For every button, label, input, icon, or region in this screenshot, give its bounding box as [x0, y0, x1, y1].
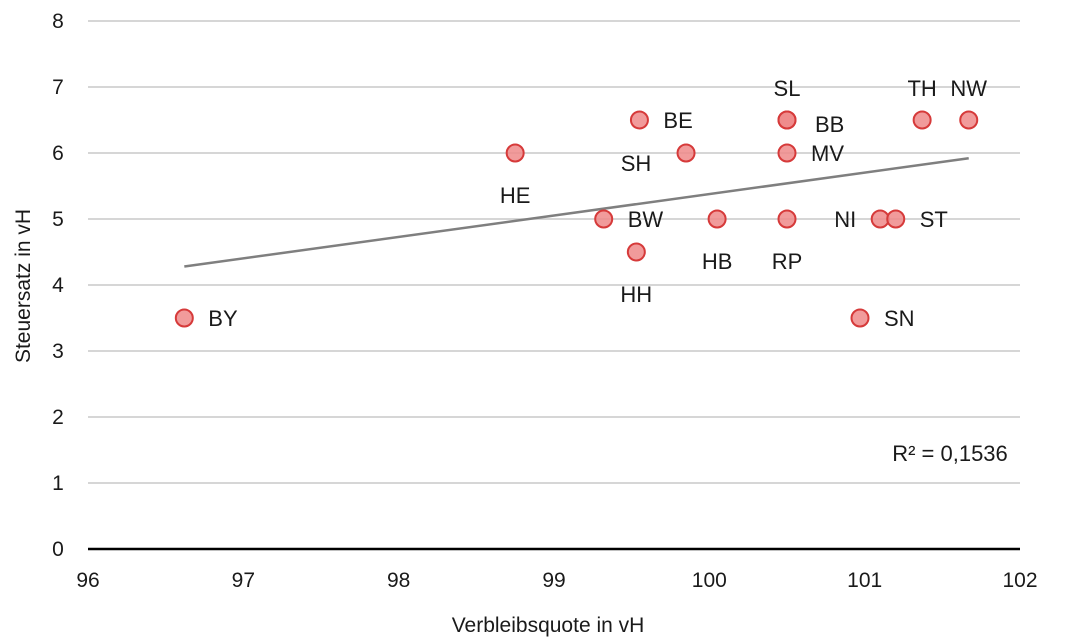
- y-tick-label: 2: [52, 406, 64, 429]
- point-label-mv: MV: [811, 141, 844, 166]
- y-tick-label: 1: [52, 472, 64, 495]
- data-point-mv: [777, 143, 797, 163]
- data-point-hh: [626, 242, 646, 262]
- point-label-by: BY: [208, 306, 238, 331]
- point-label-rp: RP: [772, 249, 803, 274]
- data-points: [174, 110, 979, 328]
- y-tick-label: 0: [52, 538, 64, 561]
- x-tick-label: 99: [542, 569, 565, 592]
- trendline: [184, 157, 969, 268]
- point-label-th: TH: [907, 76, 936, 101]
- x-tick-label: 102: [1002, 569, 1037, 592]
- point-label-hb: HB: [702, 249, 733, 274]
- point-label-sn: SN: [884, 306, 915, 331]
- point-label-sh: SH: [621, 151, 652, 176]
- x-tick-label: 98: [387, 569, 410, 592]
- y-axis-title: Steuersatz in vH: [12, 209, 35, 363]
- data-point-sh: [676, 143, 696, 163]
- data-point-bb: [777, 110, 797, 130]
- x-axis-title: Verbleibsquote in vH: [452, 614, 645, 637]
- r-squared-annotation: R² = 0,1536: [892, 441, 1008, 466]
- data-point-he: [505, 143, 525, 163]
- point-label-he: HE: [500, 183, 531, 208]
- data-point-ni: [870, 209, 890, 229]
- point-label-nw: NW: [950, 76, 987, 101]
- y-tick-labels: 0 1 2 3 4 5 6 7 8: [52, 10, 64, 561]
- y-tick-label: 3: [52, 340, 64, 363]
- point-label-ni: NI: [834, 207, 856, 232]
- point-label-st: ST: [920, 207, 948, 232]
- x-tick-label: 100: [692, 569, 727, 592]
- y-tick-label: 8: [52, 10, 64, 33]
- point-label-hh: HH: [620, 282, 652, 307]
- y-tick-label: 6: [52, 142, 64, 165]
- x-tick-label: 96: [76, 569, 99, 592]
- data-point-bw: [594, 209, 614, 229]
- y-tick-label: 7: [52, 76, 64, 99]
- x-tick-label: 101: [847, 569, 882, 592]
- data-point-th: [912, 110, 932, 130]
- point-labels: BY HE BE SH BW HH HB SL BB MV RP SN NI ST TH NW: [208, 76, 987, 331]
- x-tick-label: 97: [232, 569, 255, 592]
- data-point-st: [886, 209, 906, 229]
- data-point-sn: [850, 308, 870, 328]
- point-label-bb: BB: [815, 112, 844, 137]
- data-point-hb: [707, 209, 727, 229]
- data-point-be: [629, 110, 649, 130]
- y-tick-label: 4: [52, 274, 64, 297]
- data-point-nw: [959, 110, 979, 130]
- data-point-rp: [777, 209, 797, 229]
- gridlines: [88, 20, 1020, 484]
- x-tick-labels: 96 97 98 99 100 101 102: [76, 569, 1037, 592]
- y-tick-label: 5: [52, 208, 64, 231]
- data-point-by: [174, 308, 194, 328]
- point-label-bw: BW: [628, 207, 664, 232]
- point-label-be: BE: [663, 108, 692, 133]
- point-label-sl: SL: [774, 76, 801, 101]
